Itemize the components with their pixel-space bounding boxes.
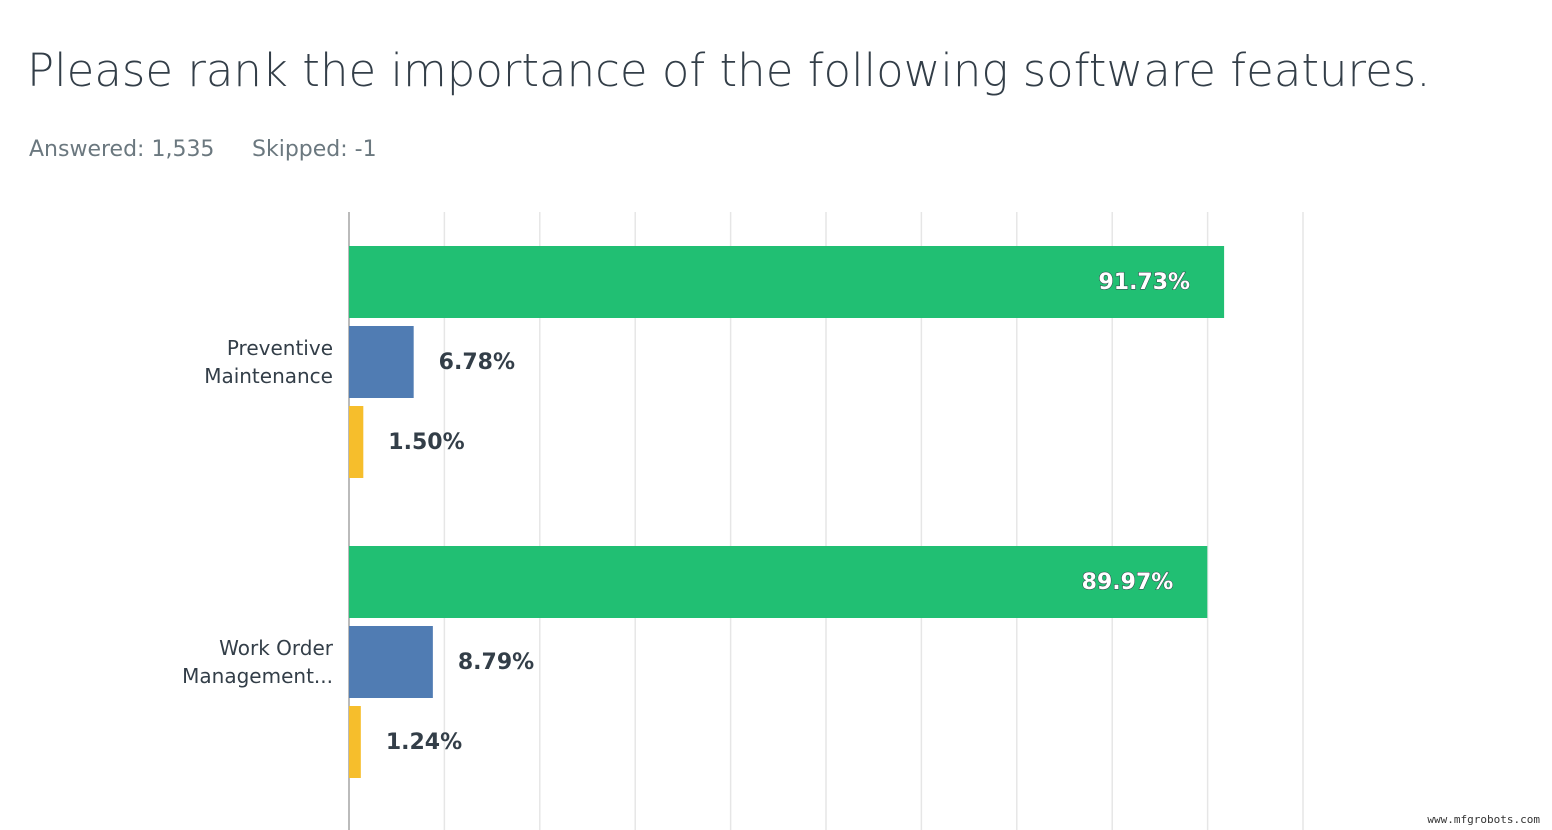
category-label: Preventive Maintenance bbox=[204, 336, 333, 388]
value-label: 89.97% bbox=[1082, 570, 1174, 595]
category-label: Work Order Management... bbox=[182, 636, 333, 688]
answered-count: Answered: 1,535 bbox=[29, 137, 214, 162]
value-label: 8.79% bbox=[458, 650, 534, 675]
value-label: 6.78% bbox=[439, 350, 515, 375]
bar bbox=[349, 326, 414, 398]
chart-title: Please rank the importance of the follow… bbox=[27, 44, 1431, 97]
bar bbox=[349, 626, 433, 698]
bar bbox=[349, 406, 364, 478]
watermark: www.mfgrobots.com bbox=[1427, 813, 1540, 826]
skipped-count: Skipped: -1 bbox=[252, 137, 377, 162]
bar bbox=[349, 546, 1208, 618]
bar bbox=[349, 246, 1225, 318]
bar bbox=[349, 706, 361, 778]
value-label: 1.50% bbox=[388, 430, 464, 455]
value-label: 91.73% bbox=[1098, 270, 1190, 295]
value-label: 1.24% bbox=[386, 730, 462, 755]
